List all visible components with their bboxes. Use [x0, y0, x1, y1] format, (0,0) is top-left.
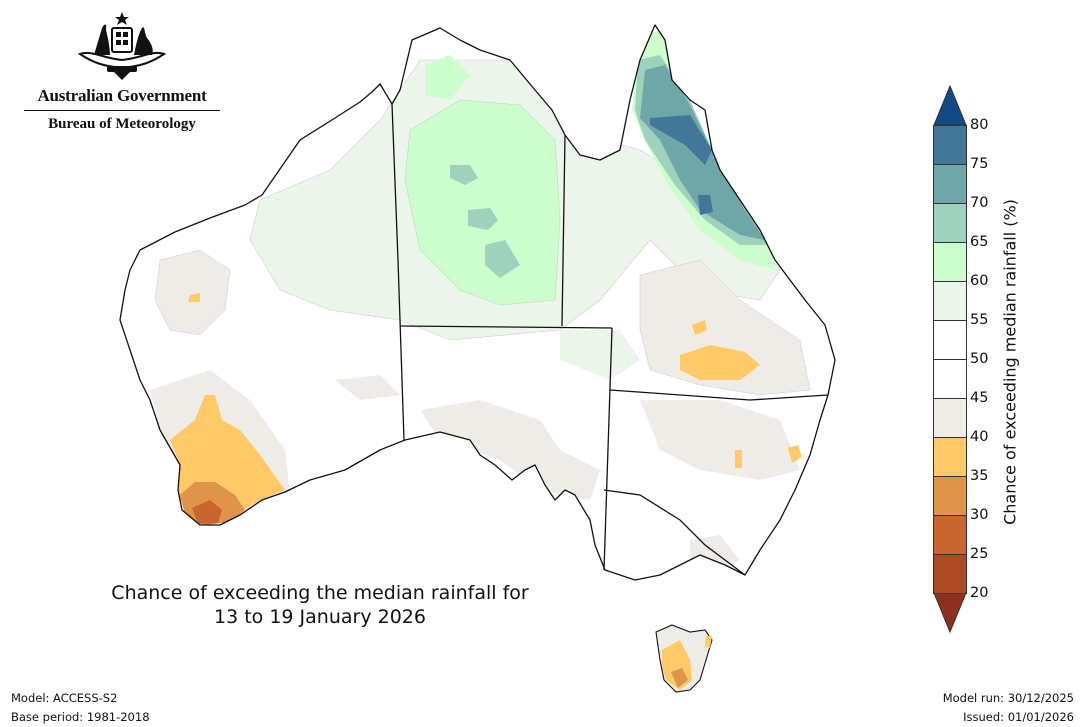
- colorbar-tick-55: 55: [970, 312, 989, 328]
- colorbar-tick-40: 40: [970, 429, 989, 445]
- colorbar-bin-50-55: [933, 320, 967, 359]
- colorbar-bin-35-40: [933, 437, 967, 476]
- colorbar-tick-35: 35: [970, 468, 989, 484]
- colorbar-bin-25-30: [933, 515, 967, 554]
- base-period: Base period: 1981-2018: [11, 710, 150, 724]
- colorbar-bin-40-45: [933, 398, 967, 437]
- model-run-date: Model run: 30/12/2025: [942, 691, 1074, 705]
- colorbar-tick-30: 30: [970, 507, 989, 523]
- colorbar-legend: 80 75 70 65 60 55 50 45 40 35 30 25 20: [933, 85, 988, 633]
- issued-date: Issued: 01/01/2026: [963, 710, 1074, 724]
- colorbar-tick-80: 80: [970, 117, 989, 133]
- colorbar-axis-label: Chance of exceeding median rainfall (%): [1000, 199, 1020, 525]
- footer-model-info: Model: ACCESS-S2 Base period: 1981-2018: [11, 689, 150, 727]
- colorbar-tick-25: 25: [970, 546, 989, 562]
- map-title-line2: 13 to 19 January 2026: [214, 606, 426, 628]
- colorbar-top-arrow: [933, 85, 967, 125]
- colorbar-bin-55-60: [933, 281, 967, 320]
- bom-logo: Australian Government Bureau of Meteorol…: [24, 10, 220, 133]
- colorbar-bin-30-35: [933, 476, 967, 515]
- colorbar-bin-60-65: [933, 242, 967, 281]
- colorbar-tick-50: 50: [970, 351, 989, 367]
- government-title: Australian Government: [24, 86, 220, 111]
- colorbar-bin-75-80: [933, 125, 967, 164]
- colorbar-bottom-arrow: [933, 593, 967, 633]
- agency-title: Bureau of Meteorology: [48, 116, 196, 132]
- colorbar-bin-45-50: [933, 359, 967, 398]
- colorbar-tick-75: 75: [970, 156, 989, 172]
- colorbar-tick-45: 45: [970, 390, 989, 406]
- map-title: Chance of exceeding the median rainfall …: [80, 581, 560, 629]
- colorbar-tick-60: 60: [970, 273, 989, 289]
- colorbar-bin-65-70: [933, 203, 967, 242]
- coat-of-arms-icon: [77, 12, 167, 80]
- footer-dates: Model run: 30/12/2025 Issued: 01/01/2026: [943, 689, 1074, 727]
- colorbar-bin-70-75: [933, 164, 967, 203]
- colorbar-tick-70: 70: [970, 195, 989, 211]
- colorbar-tick-20: 20: [970, 585, 989, 601]
- map-title-line1: Chance of exceeding the median rainfall …: [111, 582, 529, 604]
- colorbar-tick-65: 65: [970, 234, 989, 250]
- model-name: Model: ACCESS-S2: [11, 691, 118, 705]
- colorbar-bin-20-25: [933, 554, 967, 594]
